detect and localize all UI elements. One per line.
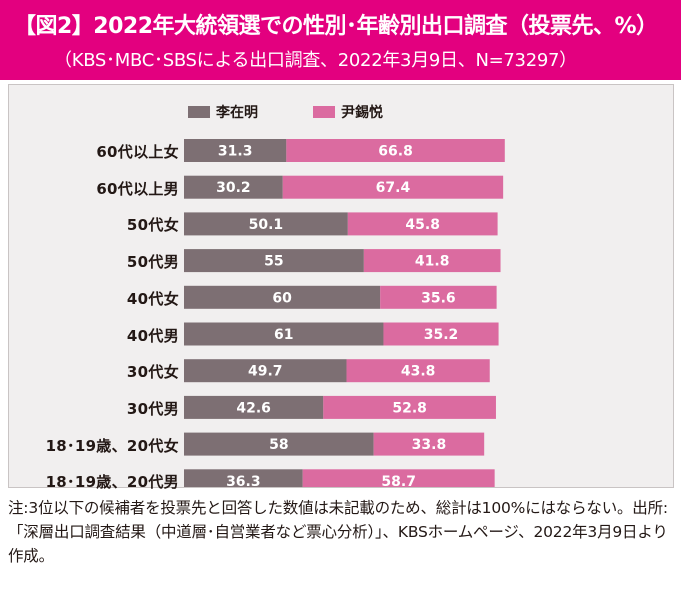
legend-swatch bbox=[313, 106, 335, 118]
bar-segment bbox=[184, 322, 384, 346]
data-label: 60 bbox=[272, 290, 292, 306]
footnote: 注:3位以下の候補者を投票先と回答した数値は未記載のため、総計は100%にはなら… bbox=[8, 499, 668, 565]
bar-segment bbox=[184, 359, 347, 383]
bar-segment bbox=[184, 249, 364, 273]
data-label: 43.8 bbox=[401, 364, 436, 380]
category-label: 40代男 bbox=[126, 326, 179, 345]
bar-segment bbox=[302, 469, 495, 487]
data-label: 35.6 bbox=[421, 290, 456, 306]
bar-segment bbox=[184, 285, 381, 309]
data-label: 50.1 bbox=[249, 217, 284, 233]
bar-segment bbox=[184, 212, 348, 236]
category-label: 60代以上女 bbox=[96, 143, 179, 161]
chart-title: 【図2】2022年大統領選での性別･年齢別出口調査（投票先、%） bbox=[14, 14, 658, 39]
data-label: 58 bbox=[269, 437, 288, 453]
category-label: 30代男 bbox=[126, 399, 179, 418]
bar-segment bbox=[346, 359, 490, 383]
chart-subtitle: （KBS･MBC･SBSによる出口調査、2022年3月9日、N=73297） bbox=[54, 50, 577, 71]
bar-segment bbox=[323, 395, 496, 419]
category-label: 30代女 bbox=[126, 363, 179, 382]
category-label: 60代以上男 bbox=[96, 179, 179, 198]
data-label: 36.3 bbox=[226, 474, 261, 487]
legend-swatch bbox=[188, 106, 210, 118]
bar-segment bbox=[373, 432, 485, 456]
bar-segment bbox=[282, 175, 504, 199]
category-label: 18･19歳、20代女 bbox=[45, 436, 179, 455]
data-label: 52.8 bbox=[392, 400, 427, 416]
data-label: 35.2 bbox=[424, 327, 459, 343]
data-label: 31.3 bbox=[218, 144, 253, 160]
category-label: 50代女 bbox=[126, 216, 179, 235]
bar-segment bbox=[380, 285, 497, 309]
data-label: 55 bbox=[264, 254, 283, 270]
data-label: 49.7 bbox=[248, 364, 283, 380]
data-label: 45.8 bbox=[405, 217, 440, 233]
category-label: 50代男 bbox=[126, 253, 179, 272]
bar-segment bbox=[184, 469, 303, 487]
bar-segment bbox=[184, 175, 283, 199]
data-label: 66.8 bbox=[378, 144, 413, 160]
plot-area: 李在明 尹錫悦 60代以上女 60代以上男 50代女 50代男 40代女 40代男 30代女 3… bbox=[8, 84, 674, 491]
header-banner: 【図2】2022年大統領選での性別･年齢別出口調査（投票先、%） （KBS･MB… bbox=[0, 0, 681, 80]
bar-segment bbox=[184, 395, 324, 419]
data-label: 33.8 bbox=[412, 437, 447, 453]
data-label: 58.7 bbox=[381, 474, 416, 487]
bar-segment bbox=[286, 139, 505, 162]
bar-segment bbox=[383, 322, 499, 346]
category-label: 40代女 bbox=[126, 289, 179, 308]
bar-segment bbox=[184, 139, 287, 162]
data-label: 67.4 bbox=[376, 180, 411, 196]
data-label: 61 bbox=[274, 327, 293, 343]
data-label: 30.2 bbox=[216, 180, 251, 196]
data-label: 42.6 bbox=[236, 400, 271, 416]
bar-chart: 31.3 66.8 30.2 67.4 50.1 45.8 55 41.8 60 35.6 61 35… bbox=[184, 139, 505, 487]
category-label: 18･19歳、20代男 bbox=[45, 473, 179, 492]
data-label: 41.8 bbox=[415, 254, 450, 270]
legend-label: 李在明 bbox=[216, 105, 258, 121]
bar-segment bbox=[363, 249, 501, 273]
bar-segment bbox=[347, 212, 498, 236]
bar-segment bbox=[184, 432, 374, 456]
legend-label: 尹錫悦 bbox=[341, 105, 383, 121]
